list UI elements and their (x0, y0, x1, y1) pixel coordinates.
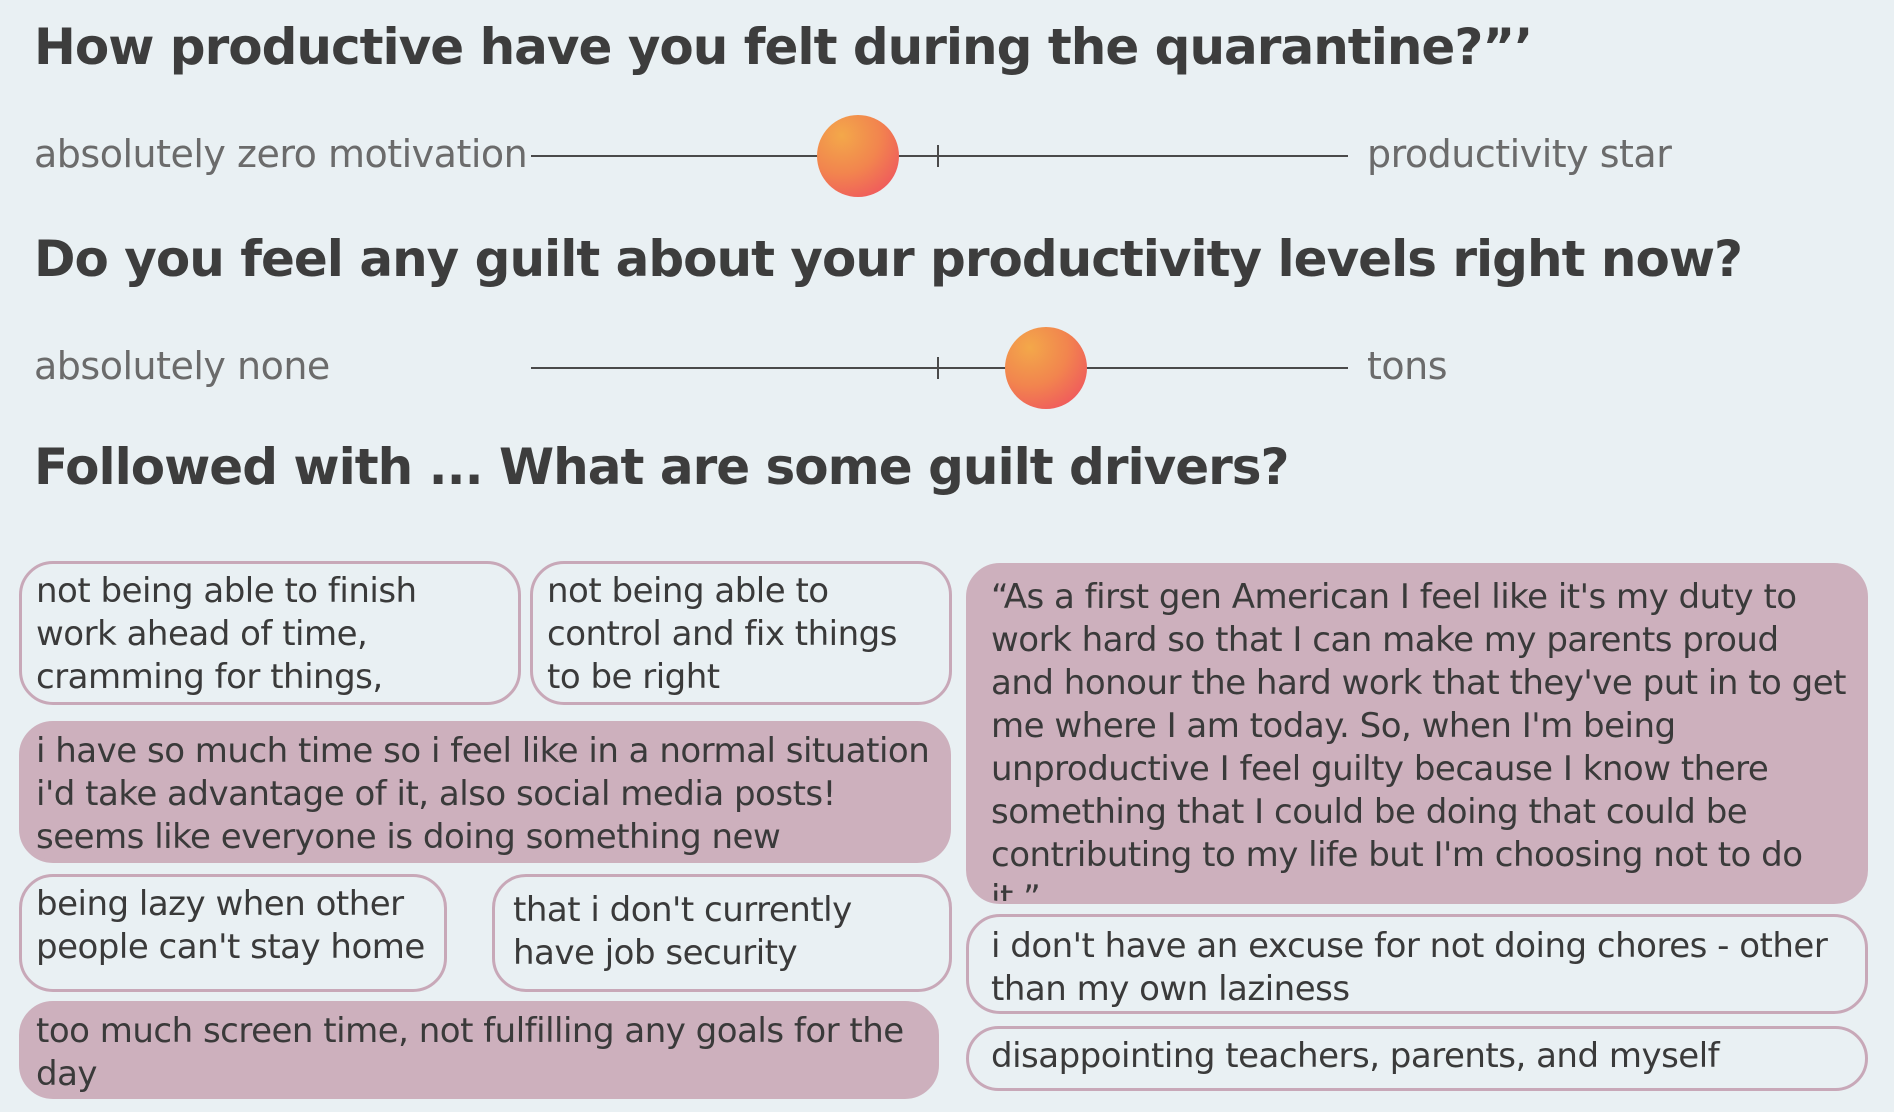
guilt-max-label: tons (1367, 344, 1448, 388)
guilt-slider-midpoint-tick (937, 357, 939, 379)
productivity-slider-handle[interactable] (816, 115, 899, 197)
productivity-min-label: absolutely zero motivation (34, 132, 528, 176)
productivity-max-label: productivity star (1367, 132, 1672, 176)
productivity-slider-midpoint-tick (937, 145, 939, 167)
productivity-slider-track[interactable] (531, 155, 1348, 157)
guilt-slider-handle[interactable] (1004, 327, 1087, 409)
response-card: that i don't currently have job security (492, 874, 952, 992)
response-card: not being able to control and fix things… (530, 561, 952, 705)
response-card: being lazy when other people can't stay … (19, 874, 447, 992)
response-card: not being able to finish work ahead of t… (19, 561, 521, 705)
response-card-quote: “As a first gen American I feel like it'… (966, 563, 1868, 904)
question-guilt-title: Do you feel any guilt about your product… (34, 230, 1743, 288)
guilt-slider-track[interactable] (531, 367, 1348, 369)
response-card: disappointing teachers, parents, and mys… (966, 1026, 1868, 1091)
followup-question-title: Followed with ... What are some guilt dr… (34, 438, 1290, 496)
question-productivity-title: How productive have you felt during the … (34, 18, 1533, 76)
response-card: i don't have an excuse for not doing cho… (966, 914, 1868, 1014)
response-card: i have so much time so i feel like in a … (19, 721, 951, 863)
response-card: too much screen time, not fulfilling any… (19, 1001, 939, 1099)
guilt-min-label: absolutely none (34, 344, 330, 388)
